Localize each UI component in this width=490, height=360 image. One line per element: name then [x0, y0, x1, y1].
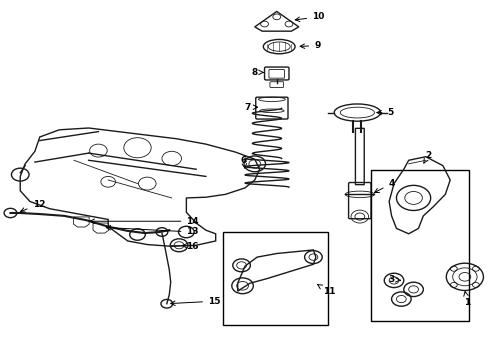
Text: 5: 5 [377, 108, 394, 117]
Text: 14: 14 [90, 217, 199, 226]
Text: 16: 16 [183, 242, 199, 251]
Text: 9: 9 [300, 41, 320, 50]
Bar [223, 232, 328, 325]
Text: 1: 1 [464, 292, 470, 307]
Text: 3: 3 [389, 275, 400, 284]
Text: 15: 15 [171, 297, 220, 306]
Text: 6: 6 [241, 156, 247, 168]
Text: 13: 13 [106, 226, 199, 237]
Text: 12: 12 [21, 200, 45, 212]
Text: 7: 7 [244, 103, 258, 112]
Text: 4: 4 [374, 179, 395, 193]
Text: 10: 10 [295, 12, 324, 22]
Text: 11: 11 [318, 284, 335, 296]
Text: 2: 2 [424, 151, 431, 163]
Text: 8: 8 [252, 68, 264, 77]
Bar [371, 170, 469, 320]
